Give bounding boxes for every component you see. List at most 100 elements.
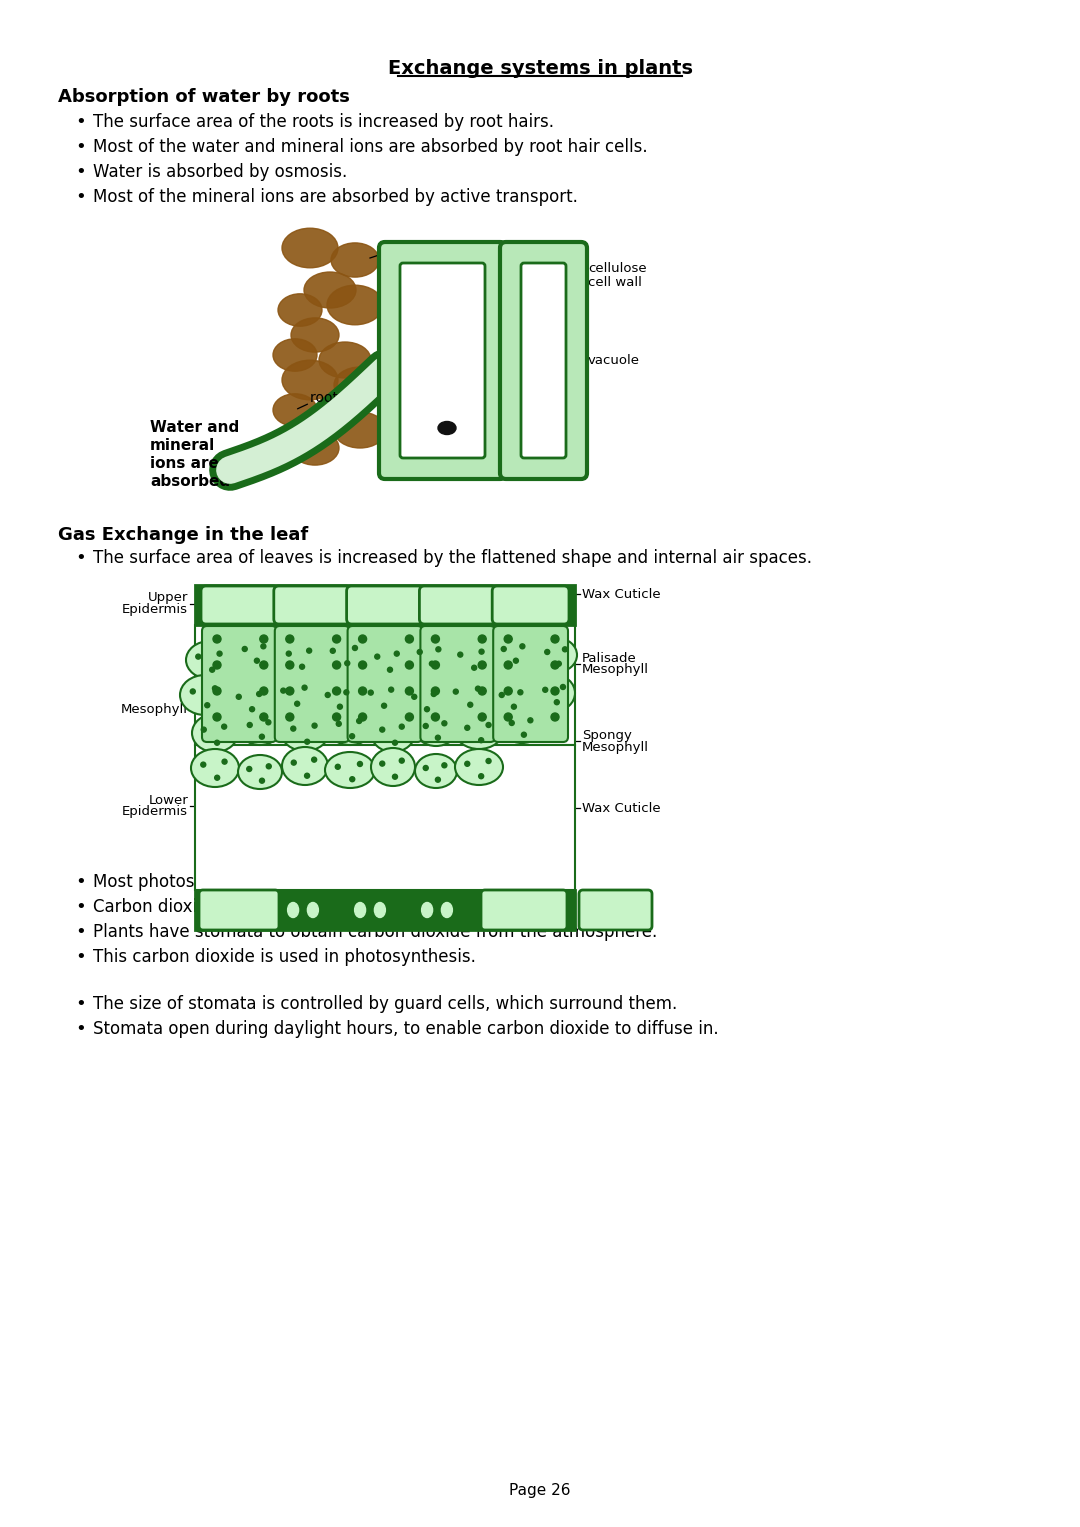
Circle shape [486,759,491,764]
Ellipse shape [409,638,451,672]
Circle shape [400,724,404,730]
Ellipse shape [442,902,453,918]
Text: cell wall: cell wall [588,275,642,289]
Circle shape [519,644,525,649]
Ellipse shape [455,750,503,785]
Ellipse shape [238,754,282,789]
Ellipse shape [186,641,234,680]
Ellipse shape [308,902,319,918]
Circle shape [468,702,473,707]
Text: Guard Cell with Chloroplasts: Guard Cell with Chloroplasts [291,846,480,858]
Circle shape [551,713,559,721]
Circle shape [512,704,516,709]
Circle shape [375,654,380,660]
Circle shape [405,713,414,721]
Circle shape [543,687,548,692]
Ellipse shape [415,754,457,788]
Circle shape [350,733,354,739]
Circle shape [504,635,512,643]
Circle shape [305,773,310,779]
Circle shape [513,658,518,663]
Text: Carbon dioxide needs to reach the palisade cells.: Carbon dioxide needs to reach the palisa… [93,898,502,916]
Text: soil: soil [390,241,413,255]
Circle shape [213,713,221,721]
FancyBboxPatch shape [348,626,422,742]
Circle shape [504,661,512,669]
Circle shape [335,765,340,770]
Circle shape [423,724,429,728]
Circle shape [260,687,268,695]
Circle shape [266,719,271,725]
Ellipse shape [271,675,319,713]
Text: Wax Cuticle: Wax Cuticle [582,588,661,600]
Text: mineral: mineral [150,438,215,454]
Circle shape [458,652,462,657]
FancyBboxPatch shape [202,626,276,742]
Ellipse shape [291,318,339,353]
Text: Water is absorbed by osmosis.: Water is absorbed by osmosis. [93,163,348,182]
Text: •: • [75,996,85,1012]
Circle shape [454,689,458,695]
Circle shape [260,635,268,643]
Circle shape [292,760,296,765]
Circle shape [195,654,201,660]
Text: cellulose: cellulose [588,261,647,275]
Ellipse shape [334,366,386,403]
Circle shape [259,734,265,739]
Circle shape [551,687,559,695]
Text: Wax Cuticle: Wax Cuticle [582,802,661,814]
Circle shape [255,658,259,663]
Circle shape [522,733,526,738]
Circle shape [478,635,486,643]
Circle shape [257,692,261,696]
FancyBboxPatch shape [274,586,351,625]
Circle shape [246,767,252,771]
Text: Absorption of water by roots: Absorption of water by roots [58,89,350,105]
FancyBboxPatch shape [347,586,423,625]
FancyBboxPatch shape [400,263,485,458]
Text: Mesophyll: Mesophyll [121,704,188,716]
Text: Epidermis: Epidermis [122,806,188,818]
Text: Exchange systems in plants: Exchange systems in plants [388,58,692,78]
Circle shape [295,701,299,705]
Text: Stomata open during daylight hours, to enable carbon dioxide to diffuse in.: Stomata open during daylight hours, to e… [93,1020,718,1038]
Text: vacuole: vacuole [588,353,640,366]
Text: absorbed: absorbed [150,475,230,490]
Circle shape [242,646,247,652]
Circle shape [405,687,414,695]
Ellipse shape [282,747,328,785]
Ellipse shape [334,412,386,447]
FancyBboxPatch shape [201,586,278,625]
Circle shape [312,724,318,728]
Circle shape [286,687,294,695]
Circle shape [299,664,305,669]
Circle shape [291,727,296,731]
Text: The size of stomata is controlled by guard cells, which surround them.: The size of stomata is controlled by gua… [93,996,677,1012]
Ellipse shape [327,286,383,325]
Circle shape [392,741,397,745]
Ellipse shape [301,895,323,925]
Ellipse shape [192,715,238,751]
Circle shape [442,764,447,768]
Circle shape [464,762,470,767]
Ellipse shape [227,683,273,718]
Ellipse shape [448,638,496,676]
Circle shape [435,734,441,741]
Ellipse shape [273,339,318,371]
Circle shape [222,759,227,764]
Circle shape [436,647,441,652]
Circle shape [210,667,215,672]
Text: •: • [75,1020,85,1038]
Text: Spongy: Spongy [582,728,632,742]
Ellipse shape [354,902,366,918]
Circle shape [380,727,384,731]
Bar [195,625,575,745]
Text: Upper: Upper [148,591,188,605]
Ellipse shape [375,902,386,918]
Ellipse shape [368,895,390,925]
Bar [195,745,575,890]
Text: •: • [75,898,85,916]
Circle shape [478,713,486,721]
Circle shape [510,721,514,725]
Ellipse shape [417,895,438,925]
